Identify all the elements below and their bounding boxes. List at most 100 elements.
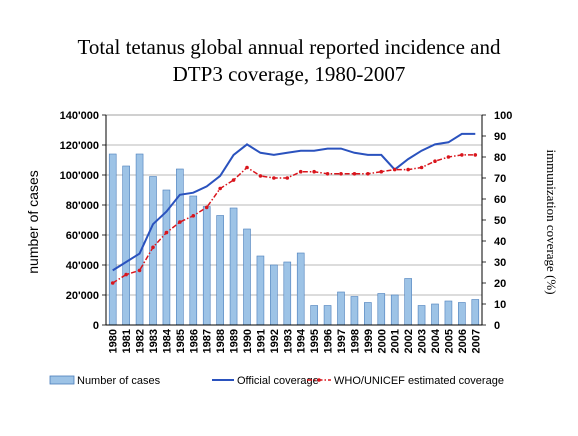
bar-1999 [364, 302, 372, 326]
bar-1992 [270, 264, 278, 326]
coverage-lines [110, 132, 478, 285]
bar-1997 [337, 291, 345, 326]
x-tick-label: 1993 [282, 329, 294, 353]
point-who-1987 [204, 205, 209, 210]
x-tick-label: 1983 [148, 329, 160, 353]
bar-2001 [390, 294, 399, 326]
x-tick-label: 1988 [215, 329, 227, 353]
y-left-tick-label: 140'000 [60, 110, 99, 122]
point-who-1996 [325, 172, 330, 176]
chart-title-line-1: Total tetanus global annual reported inc… [77, 35, 501, 59]
bar-1998 [350, 296, 359, 326]
y-right-tick-label: 70 [494, 173, 506, 185]
y-left-tick-label: 0 [93, 320, 99, 332]
x-tick-label: 1994 [296, 328, 308, 353]
y-right-tick-label: 0 [494, 320, 500, 332]
bar-1991 [256, 255, 265, 326]
point-who-1997 [339, 172, 343, 176]
bar-2003 [417, 305, 426, 326]
point-who-2002 [406, 167, 410, 172]
bar-1990 [243, 228, 251, 326]
bar-2007 [471, 299, 480, 326]
plot-area [105, 114, 483, 326]
x-tick-label: 1996 [323, 329, 335, 353]
y-right-tick-label: 90 [494, 131, 506, 143]
point-who-1992 [272, 176, 276, 180]
legend-swatch-number-of-cases [49, 375, 75, 385]
x-tick-label: 2002 [403, 329, 415, 353]
line-who-unicef-coverage [112, 154, 476, 284]
x-tick-label: 1981 [121, 329, 133, 353]
y-right-tick-label: 60 [494, 194, 506, 206]
point-who-1982 [137, 268, 142, 273]
point-who-1991 [258, 174, 263, 178]
x-tick-label: 2003 [417, 329, 429, 353]
x-tick-label: 2000 [376, 329, 388, 353]
x-tick-label: 2005 [443, 329, 455, 353]
y-left-tick-label: 100'000 [60, 170, 99, 182]
y-left-tick-label: 20'000 [66, 290, 99, 302]
x-tick-label: 1998 [349, 329, 361, 353]
point-who-1989 [231, 178, 236, 182]
point-who-1980 [110, 281, 115, 285]
x-tick-label: 1985 [175, 329, 187, 353]
bar-1983 [149, 176, 157, 326]
point-who-1995 [312, 169, 316, 174]
bar-1987 [202, 206, 211, 326]
point-who-1988 [218, 186, 222, 191]
point-who-2004 [433, 159, 437, 163]
y-left-tick-label: 60'000 [66, 230, 99, 242]
x-tick-label: 1997 [336, 329, 348, 353]
point-who-2000 [379, 169, 384, 174]
x-tick-label: 1999 [363, 329, 375, 353]
bar-1980 [108, 153, 117, 326]
point-who-1985 [178, 220, 182, 224]
bars-number-of-cases [108, 153, 480, 326]
x-tick-label: 2001 [390, 329, 402, 353]
y-right-tick-label: 20 [494, 278, 506, 290]
legend-marker-who-coverage [317, 378, 321, 382]
legend: Number of cases Official coverage WHO/UN… [49, 375, 504, 387]
y-left-tick-label: 80'000 [66, 200, 99, 212]
bar-2005 [444, 300, 453, 326]
x-tick-label: 1992 [269, 329, 281, 353]
y-axis-label-left: number of cases [25, 170, 41, 274]
x-tick-label: 1995 [309, 329, 321, 353]
x-tick-label: 1986 [188, 329, 200, 353]
y-left-tick-label: 40'000 [66, 260, 99, 272]
bar-2000 [377, 293, 386, 326]
x-tick-label: 2006 [457, 329, 469, 353]
y-right-tick-label: 30 [494, 257, 506, 269]
bar-1996 [323, 305, 332, 326]
bar-2004 [431, 303, 439, 326]
x-tick-label: 1984 [161, 328, 173, 353]
line-official-coverage [112, 132, 476, 272]
y-right-tick-label: 80 [494, 152, 506, 164]
x-tick-label: 1991 [255, 329, 267, 353]
point-who-1993 [285, 176, 290, 180]
point-who-1984 [164, 230, 169, 235]
x-tick-label: 2007 [470, 329, 482, 353]
bar-1993 [283, 261, 292, 326]
bar-1995 [310, 305, 318, 326]
bar-2006 [458, 302, 466, 326]
bar-1982 [135, 153, 144, 326]
point-who-1983 [151, 245, 155, 250]
point-who-1981 [124, 272, 128, 277]
legend-label-who-coverage: WHO/UNICEF estimated coverage [334, 375, 504, 387]
bar-1994 [296, 252, 305, 326]
bar-1988 [216, 215, 224, 326]
y-right-tick-label: 40 [494, 236, 506, 248]
point-who-2007 [473, 153, 478, 157]
point-who-2001 [392, 167, 397, 172]
bar-1989 [229, 207, 238, 326]
chart-title-line-2: DTP3 coverage, 1980-2007 [173, 62, 406, 86]
x-tick-label: 2004 [430, 328, 442, 353]
y-axis-label-right: immunization coverage (%) [544, 149, 559, 294]
x-tick-label: 1990 [242, 329, 254, 353]
x-tick-label: 1989 [229, 329, 241, 353]
point-who-1998 [352, 172, 357, 176]
legend-label-official-coverage: Official coverage [237, 375, 319, 387]
x-tick-label: 1987 [202, 329, 214, 353]
